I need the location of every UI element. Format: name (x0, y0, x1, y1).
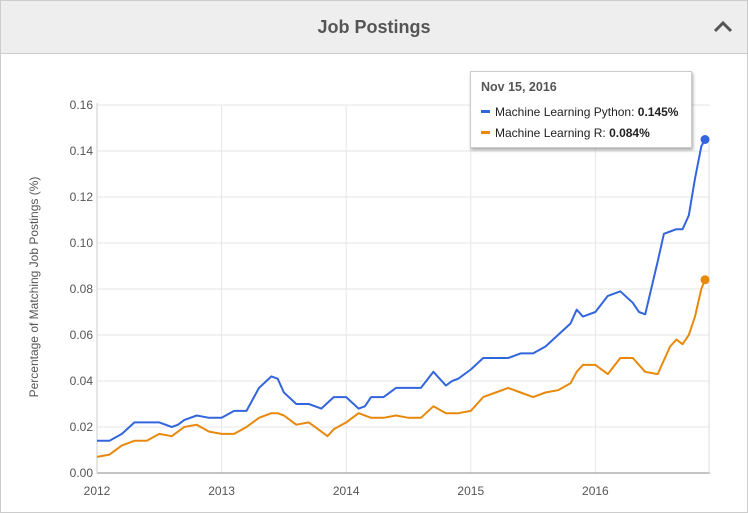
tooltip-row-r: Machine Learning R: 0.084% (481, 126, 650, 140)
python-swatch (481, 110, 490, 114)
tooltip-label-r: Machine Learning R (495, 126, 603, 140)
x-tick-label: 2016 (582, 484, 609, 498)
tooltip-row-python: Machine Learning Python: 0.145% (481, 105, 678, 119)
tooltip-value-python: 0.145% (637, 105, 679, 119)
x-tick-label: 2013 (208, 484, 235, 498)
chevron-up-icon (713, 20, 733, 33)
panel-header: Job Postings (1, 1, 747, 54)
y-tick-label: 0.00 (70, 466, 94, 480)
tooltip-label-python: Machine Learning Python (495, 105, 632, 119)
x-tick-label: 2015 (457, 484, 484, 498)
r-swatch (481, 131, 490, 135)
series-line-r (96, 279, 706, 458)
x-tick-label: 2014 (333, 484, 360, 498)
y-axis-label: Percentage of Matching Job Postings (%) (27, 177, 41, 398)
series-line-python (97, 139, 706, 442)
x-tick-label: 2012 (84, 484, 111, 498)
y-tick-label: 0.08 (70, 282, 94, 296)
y-tick-label: 0.06 (70, 328, 94, 342)
y-tick-label: 0.10 (70, 236, 94, 250)
y-tick-label: 0.12 (70, 190, 94, 204)
tooltip-date: Nov 15, 2016 (481, 80, 557, 94)
y-tick-label: 0.02 (70, 420, 94, 434)
chart-tooltip: Nov 15, 2016 Machine Learning Python: 0.… (470, 71, 692, 148)
y-tick-label: 0.04 (70, 374, 94, 388)
tooltip-value-r: 0.084% (609, 126, 650, 140)
y-tick-label: 0.14 (70, 144, 94, 158)
series-endpoint-r (700, 275, 710, 285)
y-tick-label: 0.16 (70, 98, 94, 112)
panel-title: Job Postings (317, 17, 431, 37)
collapse-button[interactable] (711, 15, 735, 39)
series-endpoint-python (700, 135, 710, 144)
